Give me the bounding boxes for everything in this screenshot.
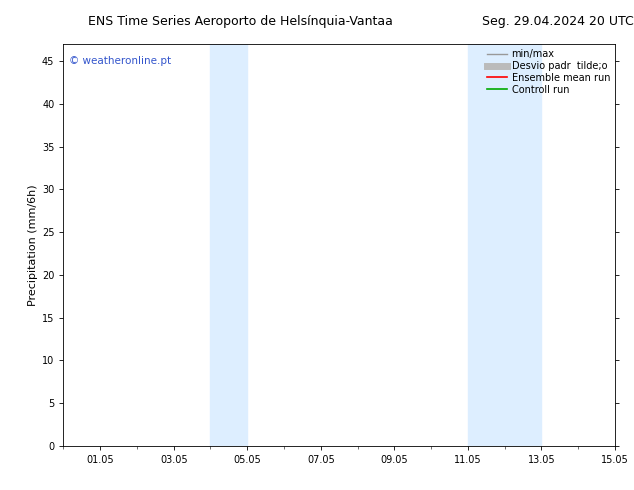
Bar <box>210 44 247 446</box>
Text: © weatheronline.pt: © weatheronline.pt <box>69 56 171 66</box>
Text: ENS Time Series Aeroporto de Helsínquia-Vantaa: ENS Time Series Aeroporto de Helsínquia-… <box>89 15 393 28</box>
Legend: min/max, Desvio padr  tilde;o, Ensemble mean run, Controll run: min/max, Desvio padr tilde;o, Ensemble m… <box>484 46 613 98</box>
Bar <box>468 44 541 446</box>
Text: Seg. 29.04.2024 20 UTC: Seg. 29.04.2024 20 UTC <box>482 15 633 28</box>
Y-axis label: Precipitation (mm/6h): Precipitation (mm/6h) <box>28 184 37 306</box>
